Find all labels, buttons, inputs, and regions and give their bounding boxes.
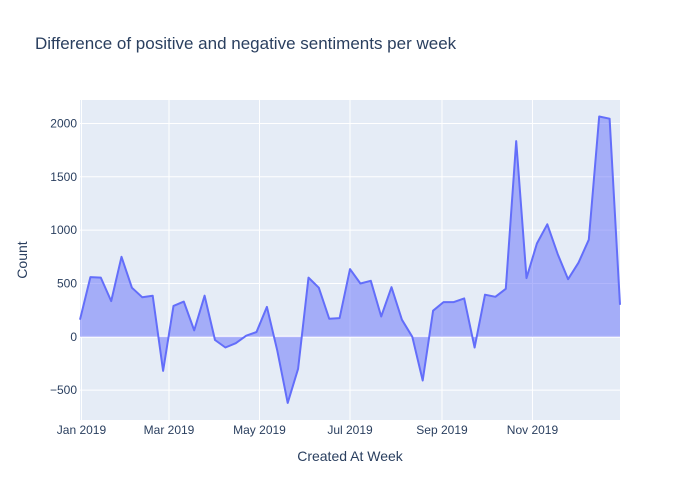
x-axis-title: Created At Week xyxy=(297,448,404,464)
x-tick-label: Mar 2019 xyxy=(144,423,195,437)
y-axis-title: Count xyxy=(14,241,30,278)
y-tick-label: 2000 xyxy=(50,116,77,130)
y-tick-label: 0 xyxy=(70,330,77,344)
y-tick-label: 1500 xyxy=(50,170,77,184)
series-line xyxy=(79,115,621,404)
x-tick-label: May 2019 xyxy=(233,423,286,437)
x-tick-label: Nov 2019 xyxy=(507,423,559,437)
chart-title: Difference of positive and negative sent… xyxy=(35,34,457,53)
x-tick-label: Sep 2019 xyxy=(416,423,468,437)
x-tick-label: Jan 2019 xyxy=(57,423,107,437)
y-tick-labels: −500 0 500 1000 1500 2000 xyxy=(50,116,77,397)
x-tick-labels: Jan 2019 Mar 2019 May 2019 Jul 2019 Sep 2019… xyxy=(57,423,559,437)
y-tick-label: −500 xyxy=(50,383,77,397)
y-tick-label: 1000 xyxy=(50,223,77,237)
y-tick-label: 500 xyxy=(57,276,77,290)
area-fill xyxy=(80,116,620,403)
x-tick-label: Jul 2019 xyxy=(327,423,373,437)
